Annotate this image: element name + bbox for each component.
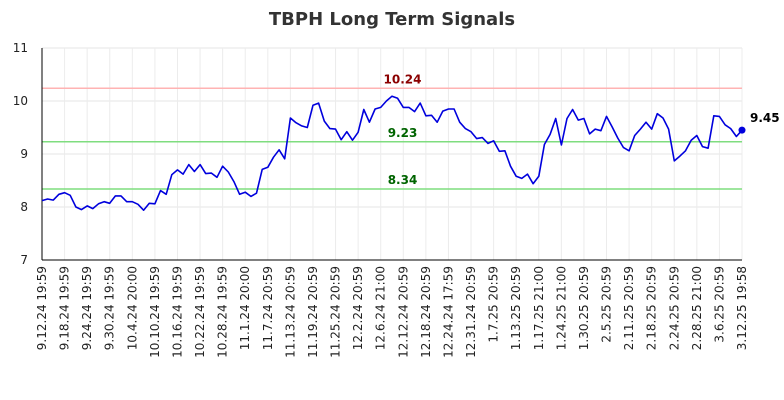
x-tick-label: 2.18.25 20:59 xyxy=(645,266,659,350)
x-tick-label: 10.28.24 19:59 xyxy=(216,266,230,358)
x-tick-label: 12.18.24 20:59 xyxy=(419,266,433,358)
x-tick-label: 12.12.24 20:59 xyxy=(396,266,410,358)
axes xyxy=(41,48,742,261)
x-tick-label: 1.24.25 21:00 xyxy=(554,266,568,350)
x-tick-label: 10.22.24 19:59 xyxy=(193,266,207,358)
x-tick-label: 2.5.25 20:59 xyxy=(600,266,614,343)
x-tick-label: 11.25.24 20:59 xyxy=(329,266,343,358)
plot-series: 9.45 xyxy=(41,95,780,211)
reference-line-label: 8.34 xyxy=(388,173,418,187)
x-tick-label: 2.24.25 20:59 xyxy=(667,266,681,350)
reference-line-label: 9.23 xyxy=(388,126,418,140)
y-tick-label: 8 xyxy=(20,200,28,214)
x-tick-label: 1.7.25 20:59 xyxy=(487,266,501,343)
y-axis-ticks: 7 8 9 10 11 xyxy=(13,41,28,267)
y-tick-label: 9 xyxy=(20,147,28,161)
x-tick-label: 2.28.25 21:00 xyxy=(690,266,704,350)
x-tick-label: 9.18.24 19:59 xyxy=(58,266,72,350)
x-tick-label: 11.1.24 20:00 xyxy=(238,266,252,350)
x-tick-label: 1.30.25 20:59 xyxy=(577,266,591,350)
x-tick-label: 10.4.24 20:00 xyxy=(125,266,139,350)
last-value-marker xyxy=(738,126,746,134)
x-tick-label: 10.16.24 19:59 xyxy=(170,266,184,358)
x-tick-label: 2.11.25 20:59 xyxy=(622,266,636,350)
x-tick-label: 12.6.24 21:00 xyxy=(374,266,388,350)
x-axis-ticks: 9.12.24 19:59 9.18.24 19:59 9.24.24 19:59 9… xyxy=(35,266,749,358)
y-tick-label: 11 xyxy=(13,41,28,55)
x-tick-label: 3.12.25 19:58 xyxy=(735,266,749,350)
last-value-label: 9.45 xyxy=(750,111,780,125)
x-tick-label: 12.24.24 17:59 xyxy=(441,266,455,358)
x-tick-label: 9.24.24 19:59 xyxy=(80,266,94,350)
x-tick-label: 3.6.25 20:59 xyxy=(712,266,726,343)
x-tick-label: 1.17.25 21:00 xyxy=(532,266,546,350)
y-tick-label: 7 xyxy=(20,253,28,267)
x-tick-label: 9.30.24 19:59 xyxy=(103,266,117,350)
x-tick-label: 10.10.24 19:59 xyxy=(148,266,162,358)
price-series-line xyxy=(41,95,743,211)
x-tick-label: 9.12.24 19:59 xyxy=(35,266,49,350)
x-tick-label: 1.13.25 20:59 xyxy=(509,266,523,350)
reference-line-label: 10.24 xyxy=(384,72,422,86)
x-tick-label: 11.19.24 20:59 xyxy=(306,266,320,358)
x-tick-label: 11.7.24 20:59 xyxy=(261,266,275,350)
x-tick-label: 11.13.24 20:59 xyxy=(283,266,297,358)
chart-title: TBPH Long Term Signals xyxy=(269,9,515,30)
y-tick-label: 10 xyxy=(13,94,28,108)
x-tick-label: 12.31.24 20:59 xyxy=(464,266,478,358)
x-tick-label: 12.2.24 20:59 xyxy=(351,266,365,350)
reference-lines: 10.24 9.23 8.34 xyxy=(42,72,742,190)
